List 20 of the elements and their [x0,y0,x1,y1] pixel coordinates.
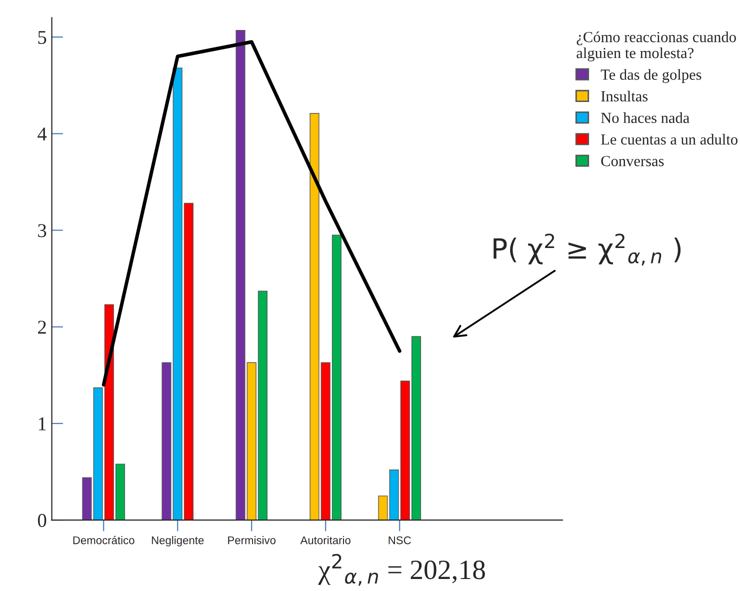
legend-label: Le cuentas a un adulto [601,134,738,145]
x-tick-label: Permisivo [228,536,276,544]
legend-label: Insultas [601,90,648,102]
y-tick-label: 3 [38,224,46,238]
x-tick-label: Autoritario [300,536,350,544]
legend-label: Conversas [601,156,664,166]
legend-label: No haces nada [601,112,690,124]
y-tick-label: 4 [38,128,47,140]
legend-title: ¿Cómo reaccionas cuando alguien te molesta? [576,31,736,62]
x-tick-label: Negligente [152,536,204,546]
text: P( χ$^{2}$ ≥ χ$^{2}$$_{α,n}$ ) [494,234,681,266]
y-tick-label: 2 [38,320,46,334]
x-tick-label: NSC [388,536,411,544]
line-series [102,40,402,387]
y-tick-label: 1 [38,417,46,430]
y-tick-label: 5 [38,31,46,44]
x-tick-label: Democrático [73,536,134,544]
y-tick-label: 0 [38,514,46,528]
legend-label: Te das de golpes [600,69,702,83]
text: χ$^{2}$$_{α,n}$ = 202,18 [318,554,485,586]
